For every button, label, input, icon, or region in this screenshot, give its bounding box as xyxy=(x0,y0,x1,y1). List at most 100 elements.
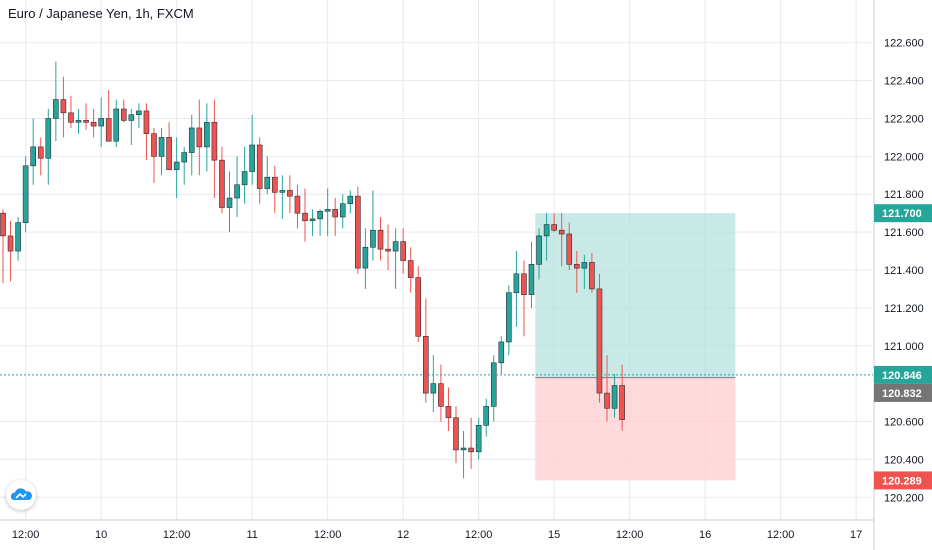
price-label-bg xyxy=(874,383,932,402)
candle xyxy=(430,355,437,413)
candle-body xyxy=(211,121,218,161)
x-tick-label: 10 xyxy=(95,529,107,541)
y-tick-label: 121.600 xyxy=(884,227,924,239)
candle-body xyxy=(68,112,74,123)
x-tick-label: 11 xyxy=(246,529,257,541)
candles-layer xyxy=(0,61,625,479)
candle xyxy=(468,417,474,469)
candle xyxy=(400,228,406,274)
candle-body xyxy=(528,264,535,295)
x-tick-label: 12:00 xyxy=(12,529,40,541)
candle xyxy=(317,209,323,236)
candle-body xyxy=(324,209,331,212)
y-tick-label: 122.400 xyxy=(884,76,924,88)
candle xyxy=(256,137,263,204)
candle-body xyxy=(521,273,527,295)
candle xyxy=(438,364,444,422)
candle-body xyxy=(98,118,104,127)
candle xyxy=(15,216,21,261)
candle xyxy=(528,241,535,308)
candle-body xyxy=(483,406,490,426)
candle-body xyxy=(287,190,293,197)
candle-body xyxy=(309,218,316,222)
tradingview-cloud-icon[interactable] xyxy=(6,480,36,510)
candle-body xyxy=(294,195,301,214)
candle xyxy=(332,198,339,236)
candle xyxy=(204,103,210,172)
price-label-bg xyxy=(874,204,932,223)
candle-body xyxy=(121,108,127,121)
candle xyxy=(37,137,44,176)
candle xyxy=(339,194,346,229)
candle xyxy=(385,224,391,270)
candle xyxy=(460,430,467,479)
candle-body xyxy=(332,209,339,218)
candle-body xyxy=(113,108,120,142)
candle xyxy=(287,175,293,214)
candle-body xyxy=(355,195,361,269)
candle xyxy=(407,247,414,293)
candle-body xyxy=(166,137,172,170)
candle xyxy=(279,175,286,219)
candle xyxy=(173,137,180,199)
candle-body xyxy=(445,406,452,419)
candle xyxy=(90,109,97,138)
candle-body xyxy=(181,152,187,163)
candle-body xyxy=(589,262,595,290)
candle-body xyxy=(513,273,520,294)
candle-body xyxy=(596,288,603,394)
candle xyxy=(498,336,505,375)
candle xyxy=(234,156,240,217)
candle xyxy=(445,387,452,431)
candle xyxy=(415,266,422,342)
candle xyxy=(581,254,588,289)
candle-body xyxy=(317,210,323,220)
chart-title: Euro / Japanese Yen, 1h, FXCM xyxy=(8,6,194,21)
candle-body xyxy=(430,383,437,394)
candle xyxy=(264,156,271,195)
candle xyxy=(181,146,187,185)
candle xyxy=(143,103,150,161)
candle xyxy=(611,374,618,418)
candle xyxy=(98,97,104,147)
candle xyxy=(211,99,218,199)
candle xyxy=(188,114,195,176)
price-label-text: 120.289 xyxy=(882,475,922,487)
candle-body xyxy=(558,229,565,235)
candle-body xyxy=(551,224,557,231)
candle xyxy=(573,251,580,293)
candle-body xyxy=(219,159,225,208)
stop-zone xyxy=(535,377,736,481)
y-tick-label: 122.200 xyxy=(884,113,924,125)
chart-grid xyxy=(0,0,873,520)
candle xyxy=(105,90,112,142)
candle xyxy=(377,216,384,261)
price-label-last: 120.846 xyxy=(874,365,932,384)
candle xyxy=(355,186,361,274)
candle xyxy=(483,398,490,437)
candle-body xyxy=(490,362,497,407)
candle xyxy=(113,99,120,147)
candle-body xyxy=(264,176,271,189)
x-tick-label: 12:00 xyxy=(616,529,644,541)
candle-body xyxy=(128,114,135,121)
candle xyxy=(589,252,595,293)
candle-body xyxy=(453,417,459,451)
candle xyxy=(521,260,527,337)
candle-body xyxy=(90,121,97,127)
candle xyxy=(596,273,603,403)
x-tick-label: 15 xyxy=(548,529,560,541)
candle-body xyxy=(536,235,542,265)
candle xyxy=(219,146,225,214)
candle xyxy=(347,190,354,214)
candle xyxy=(151,127,157,183)
candle xyxy=(370,190,376,261)
candle xyxy=(324,188,331,236)
candle xyxy=(68,95,74,128)
price-label-bg xyxy=(874,471,932,490)
candle xyxy=(241,146,248,204)
candle-body xyxy=(7,235,14,252)
candle xyxy=(196,99,203,176)
